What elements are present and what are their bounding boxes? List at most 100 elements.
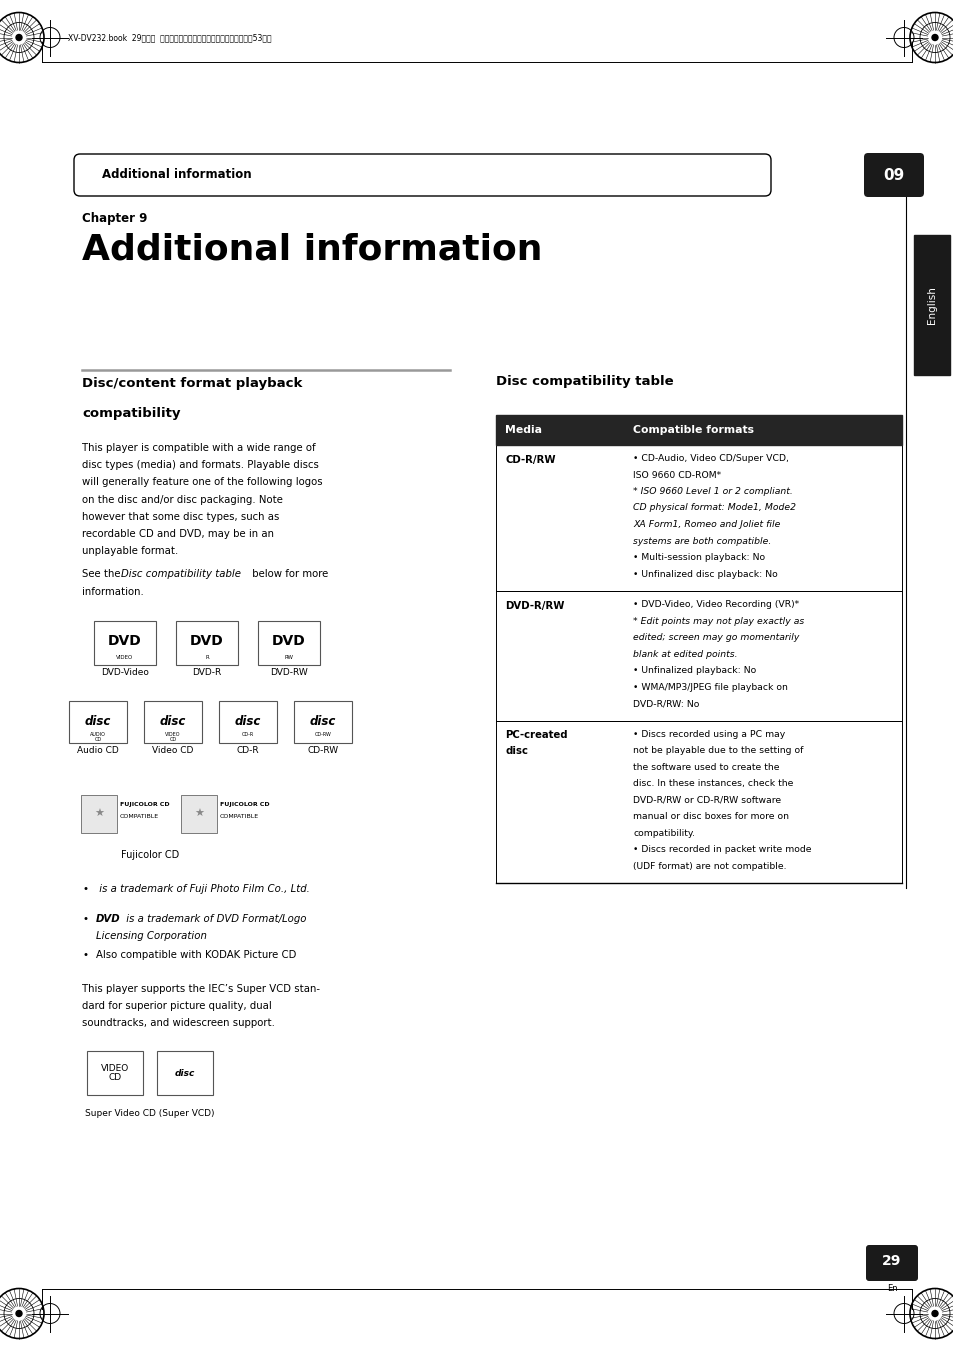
Text: • WMA/MP3/JPEG file playback on: • WMA/MP3/JPEG file playback on <box>633 682 787 692</box>
Text: COMPATIBLE: COMPATIBLE <box>120 813 159 819</box>
Text: •: • <box>82 884 88 894</box>
Text: VIDEO: VIDEO <box>116 655 133 659</box>
Text: R: R <box>205 655 209 659</box>
Text: • Multi-session playback: No: • Multi-session playback: No <box>633 553 764 562</box>
Text: • CD-Audio, Video CD/Super VCD,: • CD-Audio, Video CD/Super VCD, <box>633 454 788 463</box>
Text: • Unfinalized disc playback: No: • Unfinalized disc playback: No <box>633 570 777 578</box>
Text: ISO 9660 CD-ROM*: ISO 9660 CD-ROM* <box>633 470 720 480</box>
Text: CD physical format: Mode1, Mode2: CD physical format: Mode1, Mode2 <box>633 504 795 512</box>
Text: DVD-Video: DVD-Video <box>101 667 149 677</box>
Text: DVD-R/RW or CD-R/RW software: DVD-R/RW or CD-R/RW software <box>633 796 781 804</box>
Text: Media: Media <box>504 426 541 435</box>
Text: VIDEO
CD: VIDEO CD <box>101 1065 129 1082</box>
Text: blank at edited points.: blank at edited points. <box>633 650 737 658</box>
Text: disc: disc <box>504 746 527 757</box>
Text: systems are both compatible.: systems are both compatible. <box>633 536 771 546</box>
Text: CD-RW: CD-RW <box>307 746 338 755</box>
Text: disc. In these instances, check the: disc. In these instances, check the <box>633 780 793 788</box>
Text: Licensing Corporation: Licensing Corporation <box>96 931 207 942</box>
Text: compatibility: compatibility <box>82 407 180 420</box>
FancyBboxPatch shape <box>865 1246 917 1281</box>
Text: Disc/content format playback: Disc/content format playback <box>82 377 302 390</box>
Text: Additional information: Additional information <box>82 232 542 267</box>
Text: Disc compatibility table: Disc compatibility table <box>496 376 673 388</box>
Text: * Edit points may not play exactly as: * Edit points may not play exactly as <box>633 616 803 626</box>
Text: CD-R: CD-R <box>236 746 259 755</box>
FancyBboxPatch shape <box>294 701 352 743</box>
FancyBboxPatch shape <box>863 153 923 197</box>
Text: CD-R: CD-R <box>242 732 253 736</box>
FancyBboxPatch shape <box>257 621 319 665</box>
Text: not be playable due to the setting of: not be playable due to the setting of <box>633 746 802 755</box>
Text: 09: 09 <box>882 168 903 182</box>
Text: XV-DV232.book  29ページ  ２００４年１２月２４日　金曜日　午後１晉53５分: XV-DV232.book 29ページ ２００４年１２月２４日 金曜日 午後１晉… <box>68 34 272 42</box>
Text: will generally feature one of the following logos: will generally feature one of the follow… <box>82 477 322 488</box>
Text: En: En <box>885 1283 897 1293</box>
Text: This player is compatible with a wide range of: This player is compatible with a wide ra… <box>82 443 315 453</box>
Text: This player supports the IEC’s Super VCD stan-: This player supports the IEC’s Super VCD… <box>82 984 319 994</box>
Text: DVD: DVD <box>272 634 306 647</box>
Text: disc types (media) and formats. Playable discs: disc types (media) and formats. Playable… <box>82 461 318 470</box>
FancyBboxPatch shape <box>81 794 117 832</box>
Text: FUJICOLOR CD: FUJICOLOR CD <box>120 801 170 807</box>
Text: CD-R/RW: CD-R/RW <box>504 455 555 465</box>
Text: Disc compatibility table: Disc compatibility table <box>121 569 241 580</box>
FancyBboxPatch shape <box>94 621 156 665</box>
Text: DVD-R/RW: No: DVD-R/RW: No <box>633 698 699 708</box>
Text: See the: See the <box>82 569 124 580</box>
Text: dard for superior picture quality, dual: dard for superior picture quality, dual <box>82 1001 272 1011</box>
Text: •: • <box>82 950 88 959</box>
Text: DVD-RW: DVD-RW <box>270 667 308 677</box>
Text: the software used to create the: the software used to create the <box>633 762 779 771</box>
Text: DVD-R/RW: DVD-R/RW <box>504 601 564 611</box>
Text: information.: information. <box>82 586 144 597</box>
FancyBboxPatch shape <box>175 621 237 665</box>
Text: AUDIO
CD: AUDIO CD <box>90 732 106 742</box>
Text: recordable CD and DVD, may be in an: recordable CD and DVD, may be in an <box>82 530 274 539</box>
Text: • DVD-Video, Video Recording (VR)*: • DVD-Video, Video Recording (VR)* <box>633 600 799 609</box>
Text: Video CD: Video CD <box>152 746 193 755</box>
Text: RW: RW <box>284 655 294 659</box>
Text: Additional information: Additional information <box>102 169 252 181</box>
Text: edited; screen may go momentarily: edited; screen may go momentarily <box>633 634 799 642</box>
Text: • Discs recorded using a PC may: • Discs recorded using a PC may <box>633 730 784 739</box>
Text: XA Form1, Romeo and Joliet file: XA Form1, Romeo and Joliet file <box>633 520 780 530</box>
Text: (UDF format) are not compatible.: (UDF format) are not compatible. <box>633 862 785 870</box>
Text: CD-RW: CD-RW <box>314 732 331 736</box>
FancyBboxPatch shape <box>144 701 202 743</box>
FancyBboxPatch shape <box>74 154 770 196</box>
Text: Chapter 9: Chapter 9 <box>82 212 147 226</box>
Text: VIDEO
CD: VIDEO CD <box>165 732 180 742</box>
Text: Compatible formats: Compatible formats <box>633 426 753 435</box>
Text: • Unfinalized playback: No: • Unfinalized playback: No <box>633 666 756 676</box>
Text: soundtracks, and widescreen support.: soundtracks, and widescreen support. <box>82 1019 274 1028</box>
Text: DVD: DVD <box>96 913 120 924</box>
Text: compatibility.: compatibility. <box>633 828 694 838</box>
Text: COMPATIBLE: COMPATIBLE <box>220 813 259 819</box>
FancyBboxPatch shape <box>181 794 216 832</box>
Circle shape <box>931 35 937 41</box>
Text: Super Video CD (Super VCD): Super Video CD (Super VCD) <box>85 1109 214 1119</box>
Text: ★: ★ <box>193 809 204 819</box>
Text: is a trademark of Fuji Photo Film Co., Ltd.: is a trademark of Fuji Photo Film Co., L… <box>96 884 310 894</box>
Text: however that some disc types, such as: however that some disc types, such as <box>82 512 279 521</box>
Text: disc: disc <box>234 715 261 728</box>
Circle shape <box>16 1310 22 1316</box>
Text: DVD: DVD <box>108 634 142 647</box>
Circle shape <box>931 1310 937 1316</box>
Text: • Discs recorded in packet write mode: • Discs recorded in packet write mode <box>633 844 811 854</box>
FancyBboxPatch shape <box>87 1051 143 1096</box>
Bar <box>496 415 901 444</box>
Text: DVD-R: DVD-R <box>193 667 221 677</box>
FancyBboxPatch shape <box>219 701 276 743</box>
Text: FUJICOLOR CD: FUJICOLOR CD <box>220 801 270 807</box>
Text: is a trademark of DVD Format/Logo: is a trademark of DVD Format/Logo <box>123 913 306 924</box>
Text: English: English <box>926 286 936 324</box>
Text: disc: disc <box>174 1069 195 1078</box>
Text: Audio CD: Audio CD <box>77 746 119 755</box>
Text: manual or disc boxes for more on: manual or disc boxes for more on <box>633 812 788 821</box>
Text: unplayable format.: unplayable format. <box>82 546 178 557</box>
Text: DVD: DVD <box>190 634 224 647</box>
Circle shape <box>16 35 22 41</box>
Text: disc: disc <box>85 715 112 728</box>
